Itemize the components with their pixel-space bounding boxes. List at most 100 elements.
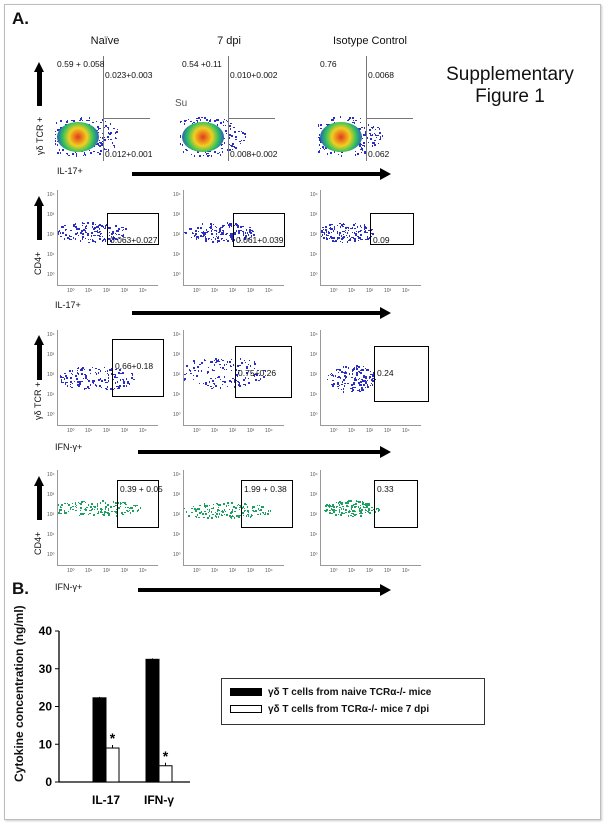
dot bbox=[205, 231, 207, 234]
dot bbox=[97, 234, 99, 237]
dot bbox=[218, 504, 220, 506]
dot bbox=[329, 373, 332, 376]
dot bbox=[110, 138, 112, 141]
dot bbox=[227, 224, 230, 227]
dot bbox=[184, 507, 185, 509]
dot bbox=[104, 511, 106, 514]
dot bbox=[374, 128, 377, 131]
dot bbox=[110, 132, 112, 134]
dot bbox=[103, 148, 106, 150]
dot bbox=[60, 506, 63, 509]
dot bbox=[186, 365, 188, 368]
dot bbox=[242, 230, 244, 233]
dot bbox=[360, 381, 362, 383]
dot bbox=[352, 512, 355, 515]
density-hotspot bbox=[57, 122, 99, 152]
dot bbox=[249, 516, 252, 518]
dot bbox=[329, 505, 331, 507]
dot bbox=[239, 385, 241, 387]
dot bbox=[83, 151, 86, 154]
dot bbox=[85, 387, 87, 390]
dot bbox=[63, 238, 66, 240]
dot bbox=[244, 232, 247, 234]
dot bbox=[207, 238, 210, 240]
dot bbox=[235, 136, 237, 138]
dot bbox=[65, 228, 67, 231]
dot bbox=[117, 501, 120, 504]
dot bbox=[359, 230, 361, 233]
dot bbox=[105, 124, 107, 127]
dot bbox=[369, 370, 372, 373]
dot bbox=[263, 369, 265, 372]
dot bbox=[209, 119, 212, 121]
gate-value-ur: 0.023+0.003 bbox=[105, 70, 153, 80]
dot bbox=[372, 233, 374, 236]
dot bbox=[103, 513, 106, 515]
dot bbox=[78, 228, 81, 230]
dot bbox=[221, 229, 224, 232]
dot bbox=[97, 126, 99, 128]
dot bbox=[73, 225, 75, 228]
dot bbox=[58, 230, 59, 233]
dot bbox=[116, 376, 119, 379]
dot bbox=[374, 144, 376, 147]
dot bbox=[230, 122, 232, 125]
dot bbox=[116, 128, 119, 131]
dot bbox=[342, 366, 345, 368]
dot bbox=[92, 382, 95, 384]
dot bbox=[336, 238, 339, 240]
dot bbox=[107, 132, 110, 134]
x-tick: 10⁰ bbox=[193, 288, 201, 294]
dot bbox=[362, 389, 364, 392]
dot bbox=[362, 505, 365, 508]
dot bbox=[82, 154, 85, 157]
dot bbox=[83, 512, 85, 515]
dot bbox=[366, 384, 369, 386]
dot bbox=[64, 372, 66, 375]
y-tick: 10⁰ bbox=[47, 272, 55, 278]
dot bbox=[110, 368, 113, 370]
dot bbox=[121, 512, 123, 514]
dot bbox=[74, 503, 77, 505]
x-tick: 10¹ bbox=[348, 568, 356, 574]
dot bbox=[71, 119, 73, 122]
dot bbox=[103, 126, 106, 129]
dot bbox=[217, 516, 220, 518]
dot bbox=[128, 507, 131, 510]
dot bbox=[247, 363, 250, 366]
dot bbox=[76, 378, 79, 380]
dot bbox=[114, 232, 117, 235]
dot bbox=[102, 226, 105, 228]
dot bbox=[371, 127, 374, 130]
dot bbox=[355, 513, 357, 516]
x-tick: 10² bbox=[103, 288, 111, 294]
dot bbox=[363, 145, 366, 147]
dot bbox=[116, 230, 118, 232]
dot bbox=[217, 152, 219, 155]
dot bbox=[343, 223, 346, 225]
dot bbox=[229, 515, 231, 517]
dot bbox=[206, 231, 209, 233]
dot bbox=[330, 223, 333, 226]
dot bbox=[239, 504, 241, 506]
dot bbox=[235, 223, 237, 225]
dot bbox=[104, 502, 107, 504]
dot bbox=[263, 376, 265, 379]
dot bbox=[337, 368, 340, 371]
dot bbox=[210, 361, 212, 363]
dot bbox=[107, 377, 110, 379]
dot bbox=[231, 238, 233, 240]
gated-plot-2-0 bbox=[57, 470, 158, 566]
dot bbox=[137, 509, 140, 511]
dot bbox=[337, 502, 340, 504]
dot bbox=[180, 120, 183, 123]
dot bbox=[107, 380, 110, 382]
dot bbox=[71, 373, 74, 376]
dot bbox=[115, 368, 117, 371]
dot bbox=[355, 119, 357, 122]
dot bbox=[87, 232, 89, 235]
significance-star: * bbox=[110, 730, 116, 746]
dot bbox=[95, 367, 97, 370]
dot bbox=[333, 151, 336, 153]
dot bbox=[104, 139, 107, 142]
